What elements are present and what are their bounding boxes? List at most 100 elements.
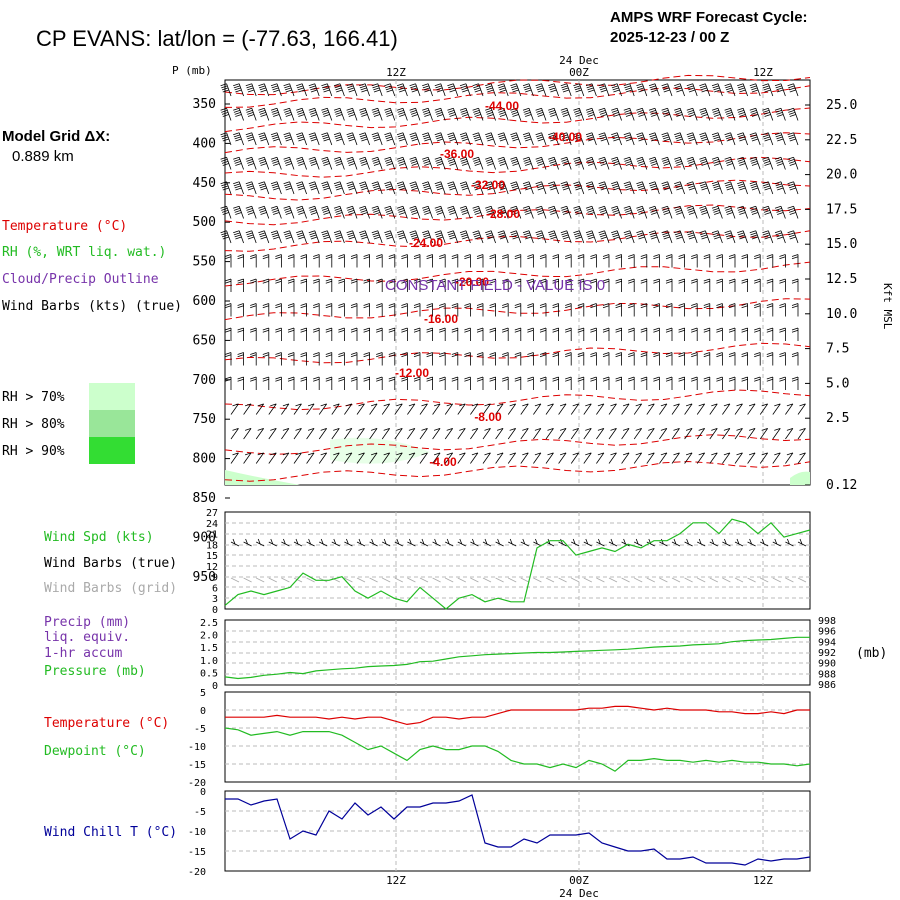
precip-tick-label: 0.5 <box>200 668 218 679</box>
wind-barb <box>350 376 358 390</box>
surface-wind-barb <box>382 538 391 547</box>
wind-barb <box>671 452 680 464</box>
wind-barb <box>577 376 585 390</box>
wind-barb <box>409 156 421 170</box>
wind-barb <box>422 107 433 121</box>
wind-barb <box>325 278 333 292</box>
wind-barb <box>699 181 711 195</box>
wind-barb <box>489 376 496 390</box>
wind-barb <box>548 132 559 146</box>
wind-barb <box>787 107 799 121</box>
wind-barb <box>608 452 617 464</box>
wind-barb <box>283 83 295 97</box>
wind-barb <box>394 403 403 415</box>
wind-barb <box>258 83 270 97</box>
wind-barb <box>573 83 585 97</box>
wind-barb <box>233 181 244 195</box>
wind-barb <box>724 83 736 97</box>
wind-barb <box>296 132 307 146</box>
wind-barb <box>737 230 748 244</box>
wind-barb <box>754 376 761 390</box>
wind-barb <box>640 327 648 341</box>
wind-barb <box>220 83 232 97</box>
wind-barb <box>665 327 673 341</box>
wind-speed-tick-label: 9 <box>212 573 218 584</box>
wind-barb <box>432 452 441 464</box>
wind-barb <box>754 303 761 317</box>
wind-barb <box>659 403 668 415</box>
wind-barb <box>728 327 736 341</box>
wind-barb <box>396 83 408 97</box>
wind-barb <box>444 428 454 440</box>
wind-barb <box>774 107 786 121</box>
wind-barb <box>308 107 320 121</box>
cross-section-legend: Temperature (°C) RH (%, WRT liq. wat.) C… <box>2 219 182 464</box>
wind-barb <box>388 254 396 268</box>
wind-barb <box>270 205 282 219</box>
wind-barb <box>686 205 698 219</box>
wind-barb <box>220 205 232 219</box>
wind-barb <box>716 352 723 366</box>
wind-barb <box>250 376 257 390</box>
wind-barb <box>413 376 421 390</box>
wind-barb <box>409 230 421 244</box>
contour-label: -16.00 <box>424 312 458 326</box>
contour-label: -40.00 <box>548 130 582 144</box>
wind-barb <box>548 205 559 219</box>
legend-dewpoint: Dewpoint (°C) <box>44 744 146 759</box>
wind-barb <box>502 352 509 366</box>
wind-barb <box>535 181 547 195</box>
wind-barb <box>791 327 799 341</box>
wind-barb <box>577 352 585 366</box>
wind-barb <box>409 107 421 121</box>
wind-barb <box>333 83 345 97</box>
grid-wind-barb <box>797 577 807 583</box>
wind-barb <box>502 327 509 341</box>
grid-wind-barb <box>671 577 681 583</box>
wind-barb <box>384 107 396 121</box>
pressure-tick-label: 500 <box>193 215 216 230</box>
wind-barb <box>507 403 517 415</box>
wind-barb <box>363 278 370 292</box>
wind-barb <box>476 278 484 292</box>
wind-barb <box>628 352 635 366</box>
wind-barb <box>401 278 408 292</box>
wind-chill-tick-labels: 0 -5 -10 -15 -20 <box>188 787 206 878</box>
wind-barb <box>724 156 736 170</box>
wind-barb <box>762 83 774 97</box>
grid-wind-barb <box>382 577 391 583</box>
grid-wind-barb <box>445 577 454 583</box>
legend-precip-3: 1-hr accum <box>44 646 122 661</box>
wind-barb <box>396 132 408 146</box>
wind-barb <box>321 181 333 195</box>
wind-barb <box>243 452 252 464</box>
wind-barb <box>648 205 660 219</box>
wind-barb <box>384 83 396 97</box>
wind-barb <box>678 278 685 292</box>
pressure-tick-label: 996 <box>818 627 836 638</box>
wind-barb <box>258 205 270 219</box>
wind-barb <box>590 303 597 317</box>
wind-barb <box>396 156 408 170</box>
wind-barb <box>779 352 786 366</box>
wind-barb <box>691 376 698 390</box>
wind-barb <box>401 254 408 268</box>
wind-barb <box>716 278 723 292</box>
wind-barb <box>787 181 799 195</box>
wind-barb <box>233 156 244 170</box>
wind-barb <box>447 156 459 170</box>
wind-barb <box>787 83 799 97</box>
wind-barb <box>615 352 622 366</box>
wind-barb <box>333 230 345 244</box>
grid-wind-barb <box>306 577 315 583</box>
wind-barbs <box>220 83 806 464</box>
wind-barb <box>363 376 370 390</box>
grid-wind-barb <box>230 577 240 583</box>
wind-barb <box>432 403 441 415</box>
wind-barb <box>250 303 257 317</box>
wind-barb <box>350 278 358 292</box>
wind-barb <box>535 205 547 219</box>
wind-barb <box>734 428 743 440</box>
wind-barb <box>754 254 761 268</box>
wind-barb <box>661 230 673 244</box>
